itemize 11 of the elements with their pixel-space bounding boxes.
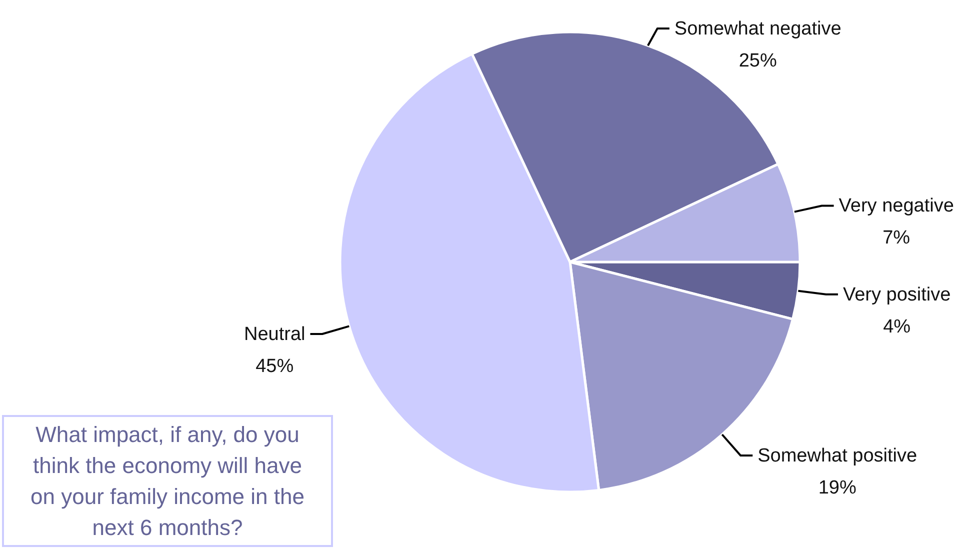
- slice-label: Very positive: [842, 284, 951, 306]
- data-label: 25%: [738, 50, 777, 72]
- data-label: 4%: [883, 316, 911, 338]
- data-label: 7%: [882, 228, 910, 249]
- slice-label: Somewhat negative: [674, 18, 842, 40]
- text: What impact, if any, do you think the economy will have on your family income in the next 6 months?: [30, 421, 306, 542]
- data-label: 19%: [818, 478, 856, 499]
- slice-label: Very negative: [838, 196, 954, 217]
- slice-label: Neutral: [244, 324, 306, 345]
- data-label: 45%: [256, 356, 294, 377]
- slice-label: Somewhat positive: [758, 446, 918, 467]
